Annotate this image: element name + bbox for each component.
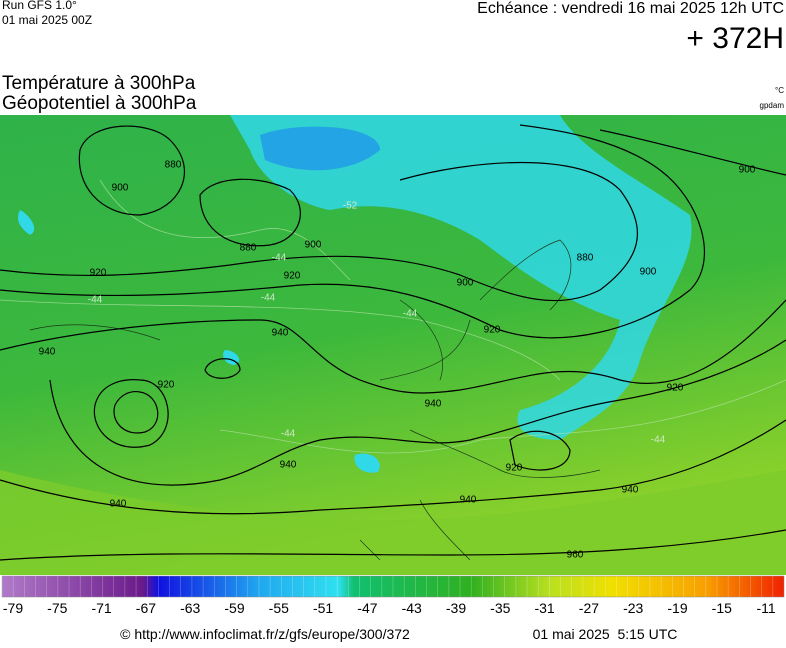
title-geopotential: Géopotentiel à 300hPa [2,93,197,114]
contour-label: 920 [506,463,523,474]
contour-label: 880 [165,160,182,171]
scale-tick-label: -63 [180,600,200,616]
color-scale [1,575,785,598]
scale-tick-label: -59 [224,600,244,616]
contour-label: 900 [457,278,474,289]
unit-temperature: °C [775,86,784,95]
isotherm-label: -44 [88,295,103,306]
isotherm-label: -44 [281,429,296,440]
contour [93,379,169,448]
contour-label: 880 [240,243,257,254]
warm-zone [0,470,786,575]
scale-tick-label: -51 [313,600,333,616]
scale-tick-label: -79 [3,600,23,616]
run-date: 01 mai 2025 00Z [2,13,92,27]
scale-tick-label: -67 [136,600,156,616]
lead-time: + 372H [686,22,784,55]
contour-label: 920 [90,268,107,279]
contour-label: 900 [640,267,657,278]
contour-label: 880 [577,253,594,264]
scale-tick-label: -31 [534,600,554,616]
contour-label: 960 [567,550,584,561]
contour-label: 940 [110,499,127,510]
contour-label: 940 [425,399,442,410]
scale-tick-label: -55 [269,600,289,616]
scale-tick-label: -75 [47,600,67,616]
scale-tick-label: -11 [756,600,775,616]
isotherm-label: -44 [272,253,287,264]
scale-tick-label: -15 [712,600,732,616]
isotherm-label: -44 [651,435,666,446]
contour-label: 920 [667,383,684,394]
cold-core [260,126,380,171]
scale-tick-label: -35 [490,600,510,616]
contour-label: 940 [280,460,297,471]
contour-label: 900 [739,165,756,176]
footer-time: 01 mai 2025 5:15 UTC [533,626,678,642]
scale-tick-label: -39 [446,600,466,616]
cold-spot [354,453,380,473]
contour [49,339,786,486]
contour [0,124,705,339]
contour [0,161,638,302]
contour-label: 920 [158,380,175,391]
isotherm [0,299,561,381]
title-temperature: Température à 300hPa [2,73,196,94]
scale-tick-label: -47 [357,600,377,616]
run: Run GFS 1.0° [2,0,77,12]
contour [0,299,786,394]
contour-label: 920 [284,271,301,282]
coastline [409,239,601,478]
contour [113,390,159,434]
scale-tick-label: -23 [623,600,643,616]
scale-tick-label: -27 [579,600,599,616]
cold-zone [230,115,692,440]
isotherm [219,379,786,454]
echeance: Echéance : vendredi 16 mai 2025 12h UTC [477,0,784,17]
contour [0,419,786,515]
contour-label: 940 [622,485,639,496]
contour [599,129,786,176]
scale-tick-label: -71 [91,600,111,616]
scale-tick-label: -19 [667,600,687,616]
isotherm-label: -44 [261,293,276,304]
contour-label: 920 [484,325,501,336]
coastline [379,299,471,381]
contour [78,125,186,216]
contour-label: 940 [272,328,289,339]
cold-spot [18,210,35,235]
scale-tick-label: -43 [402,600,422,616]
unit-geopotential: gpdam [760,101,785,110]
contour-label: 900 [112,183,129,194]
contour-label: 940 [460,495,477,506]
scale-ticks: -79 -75 -71 -67 -63 -59 -55 -51 -47 -43 -39 -35 -31 -… [1,576,776,616]
contour [204,358,241,379]
contour [509,430,571,471]
contour-label: 940 [39,347,56,358]
isotherm-label: -52 [343,201,358,212]
isotherm-label: -44 [403,309,418,320]
contour-label: 900 [305,240,322,251]
contour [199,178,301,247]
contour [0,529,786,561]
footer-url: © http://www.infoclimat.fr/z/gfs/europe/… [120,626,410,642]
map: 880 900 880 900 920 920 900 880 900 940 … [0,115,786,575]
